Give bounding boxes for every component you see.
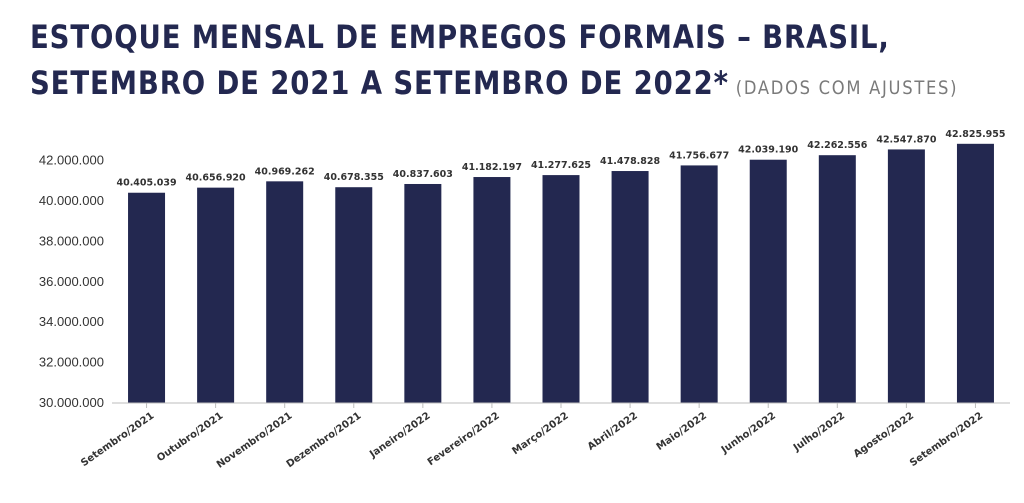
bar bbox=[887, 149, 925, 403]
x-tick-label: Fevereiro/2022 bbox=[426, 410, 502, 468]
bar bbox=[128, 192, 166, 403]
y-tick-label: 42.000.000 bbox=[39, 153, 104, 168]
bar bbox=[197, 187, 235, 403]
bar bbox=[266, 181, 304, 403]
data-label: 40.656.920 bbox=[186, 173, 246, 184]
data-label: 41.182.197 bbox=[462, 162, 522, 173]
x-axis: Setembro/2021Outubro/2021Novembro/2021De… bbox=[79, 402, 1010, 471]
bar bbox=[818, 155, 856, 403]
chart-title-line-2: SETEMBRO DE 2021 A SETEMBRO DE 2022* (DAD… bbox=[30, 60, 957, 111]
data-label: 42.825.955 bbox=[945, 129, 1005, 140]
chart-subtitle: (DADOS COM AJUSTES) bbox=[735, 77, 959, 99]
y-tick-label: 30.000.000 bbox=[39, 395, 104, 410]
y-tick-label: 36.000.000 bbox=[39, 274, 104, 289]
x-tick-label: Outubro/2021 bbox=[155, 410, 225, 464]
x-tick-label: Janeiro/2022 bbox=[367, 410, 432, 460]
data-label: 40.969.262 bbox=[255, 166, 315, 177]
data-label: 41.756.677 bbox=[669, 150, 729, 161]
bar bbox=[335, 187, 373, 403]
chart-title-line-1: ESTOQUE MENSAL DE EMPREGOS FORMAIS – BRA… bbox=[30, 18, 890, 56]
bar bbox=[956, 143, 994, 403]
data-label: 41.277.625 bbox=[531, 160, 591, 171]
x-tick-label: Abril/2022 bbox=[586, 410, 640, 452]
x-tick-label: Setembro/2021 bbox=[79, 410, 156, 469]
chart-title: ESTOQUE MENSAL DE EMPREGOS FORMAIS – BRA… bbox=[30, 14, 957, 111]
y-axis: 30.000.000 32.000.000 34.000.000 36.000.000… bbox=[39, 153, 104, 411]
data-label: 40.405.039 bbox=[116, 178, 176, 189]
data-label: 42.547.870 bbox=[876, 134, 936, 145]
data-label: 42.039.190 bbox=[738, 145, 798, 156]
x-tick-label: Dezembro/2021 bbox=[285, 410, 364, 470]
bar bbox=[680, 165, 718, 403]
data-label: 42.262.556 bbox=[807, 140, 867, 151]
chart-title-line-2-text: SETEMBRO DE 2021 A SETEMBRO DE 2022* bbox=[30, 64, 729, 102]
bar bbox=[404, 183, 442, 403]
y-tick-label: 32.000.000 bbox=[39, 355, 104, 370]
bars bbox=[128, 143, 994, 403]
bar bbox=[749, 159, 787, 403]
data-labels: 40.405.039 40.656.920 40.969.262 40.678.355… bbox=[116, 129, 1005, 189]
x-tick-label: Maio/2022 bbox=[655, 410, 709, 453]
bar bbox=[473, 177, 511, 403]
bar bbox=[542, 175, 580, 403]
x-tick-label: Agosto/2022 bbox=[852, 410, 916, 460]
x-tick-label: Março/2022 bbox=[510, 410, 570, 457]
y-tick-label: 40.000.000 bbox=[39, 193, 104, 208]
data-label: 40.678.355 bbox=[324, 172, 384, 183]
data-label: 41.478.828 bbox=[600, 156, 660, 167]
x-tick-label: Julho/2022 bbox=[791, 410, 847, 454]
bar bbox=[611, 171, 649, 403]
x-tick-label: Junho/2022 bbox=[719, 410, 778, 456]
data-label: 40.837.603 bbox=[393, 169, 453, 180]
x-tick-label: Setembro/2022 bbox=[908, 410, 985, 469]
y-tick-label: 38.000.000 bbox=[39, 233, 104, 248]
y-tick-label: 34.000.000 bbox=[39, 314, 104, 329]
x-tick-label: Novembro/2021 bbox=[215, 410, 295, 470]
